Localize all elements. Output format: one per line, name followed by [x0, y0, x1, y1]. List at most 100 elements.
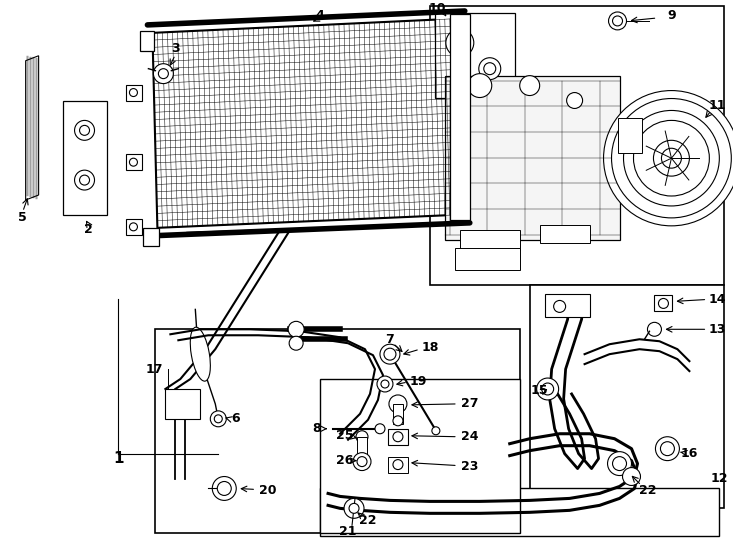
Text: 2: 2	[84, 224, 93, 237]
Circle shape	[212, 476, 236, 501]
Circle shape	[75, 120, 95, 140]
Polygon shape	[126, 154, 142, 170]
Circle shape	[446, 29, 474, 57]
Circle shape	[393, 416, 403, 426]
Bar	[393, 404, 403, 424]
Circle shape	[613, 16, 622, 26]
Text: 9: 9	[667, 10, 676, 23]
Circle shape	[214, 415, 222, 423]
Bar	[445, 76, 619, 240]
Circle shape	[484, 63, 495, 75]
Text: 20: 20	[259, 484, 277, 497]
Text: 22: 22	[639, 484, 656, 497]
Circle shape	[153, 64, 173, 84]
Bar	[530, 285, 724, 508]
Circle shape	[375, 424, 385, 434]
Text: 24: 24	[461, 430, 479, 443]
Text: 21: 21	[339, 525, 357, 538]
Text: 26: 26	[336, 454, 354, 467]
Bar	[435, 13, 515, 98]
Polygon shape	[26, 56, 39, 200]
Text: 11: 11	[708, 99, 726, 112]
Polygon shape	[126, 219, 142, 235]
Circle shape	[211, 411, 226, 427]
Bar	[655, 295, 672, 312]
Polygon shape	[455, 248, 520, 269]
Polygon shape	[143, 228, 159, 246]
Text: 16: 16	[680, 447, 698, 460]
Circle shape	[661, 442, 675, 456]
Circle shape	[608, 451, 631, 476]
Text: 1: 1	[113, 451, 124, 466]
Circle shape	[356, 431, 368, 443]
Ellipse shape	[190, 327, 211, 381]
Text: 27: 27	[461, 397, 479, 410]
Polygon shape	[450, 14, 470, 220]
Circle shape	[567, 92, 583, 109]
Bar	[320, 489, 719, 536]
Text: 8: 8	[312, 422, 321, 435]
Circle shape	[613, 457, 627, 470]
Circle shape	[611, 98, 731, 218]
Text: 10: 10	[428, 3, 446, 16]
Circle shape	[647, 322, 661, 336]
Bar	[539, 225, 589, 243]
Circle shape	[389, 395, 407, 413]
Circle shape	[655, 437, 680, 461]
Text: 3: 3	[171, 42, 180, 55]
Circle shape	[79, 125, 90, 136]
Circle shape	[129, 158, 137, 166]
Bar	[617, 118, 642, 153]
Text: 12: 12	[711, 472, 728, 485]
Polygon shape	[153, 19, 455, 228]
Circle shape	[381, 380, 389, 388]
Circle shape	[75, 170, 95, 190]
Bar	[459, 230, 520, 249]
Text: 25: 25	[336, 429, 354, 442]
Circle shape	[380, 344, 400, 364]
Circle shape	[658, 299, 669, 308]
Circle shape	[468, 73, 492, 98]
Circle shape	[633, 120, 709, 196]
Circle shape	[357, 457, 367, 467]
Circle shape	[393, 432, 403, 442]
Circle shape	[653, 140, 689, 176]
Text: 5: 5	[18, 211, 27, 225]
Bar	[357, 437, 367, 455]
Polygon shape	[140, 31, 154, 51]
Bar	[156, 329, 520, 533]
Circle shape	[603, 91, 734, 226]
Circle shape	[349, 503, 359, 514]
Bar	[430, 6, 724, 285]
Text: 17: 17	[146, 362, 164, 376]
Circle shape	[393, 460, 403, 470]
Circle shape	[553, 300, 566, 312]
Bar	[320, 379, 520, 533]
Circle shape	[661, 148, 681, 168]
Bar	[388, 429, 408, 444]
Text: 18: 18	[421, 341, 439, 354]
Circle shape	[537, 378, 559, 400]
Text: 13: 13	[708, 323, 726, 336]
Polygon shape	[126, 85, 142, 100]
Circle shape	[129, 223, 137, 231]
Text: 14: 14	[708, 293, 726, 306]
Text: 15: 15	[531, 384, 548, 397]
Circle shape	[479, 58, 501, 79]
Circle shape	[79, 175, 90, 185]
Text: 4: 4	[316, 10, 324, 23]
Circle shape	[608, 12, 627, 30]
Text: 19: 19	[410, 375, 426, 388]
Circle shape	[353, 453, 371, 470]
Circle shape	[344, 498, 364, 518]
Circle shape	[432, 427, 440, 435]
Circle shape	[129, 89, 137, 97]
Circle shape	[623, 111, 719, 206]
Bar	[388, 457, 408, 472]
Circle shape	[159, 69, 168, 79]
Circle shape	[377, 376, 393, 392]
Circle shape	[520, 76, 539, 96]
Text: 7: 7	[385, 333, 394, 346]
Circle shape	[289, 336, 303, 350]
Polygon shape	[165, 389, 200, 419]
